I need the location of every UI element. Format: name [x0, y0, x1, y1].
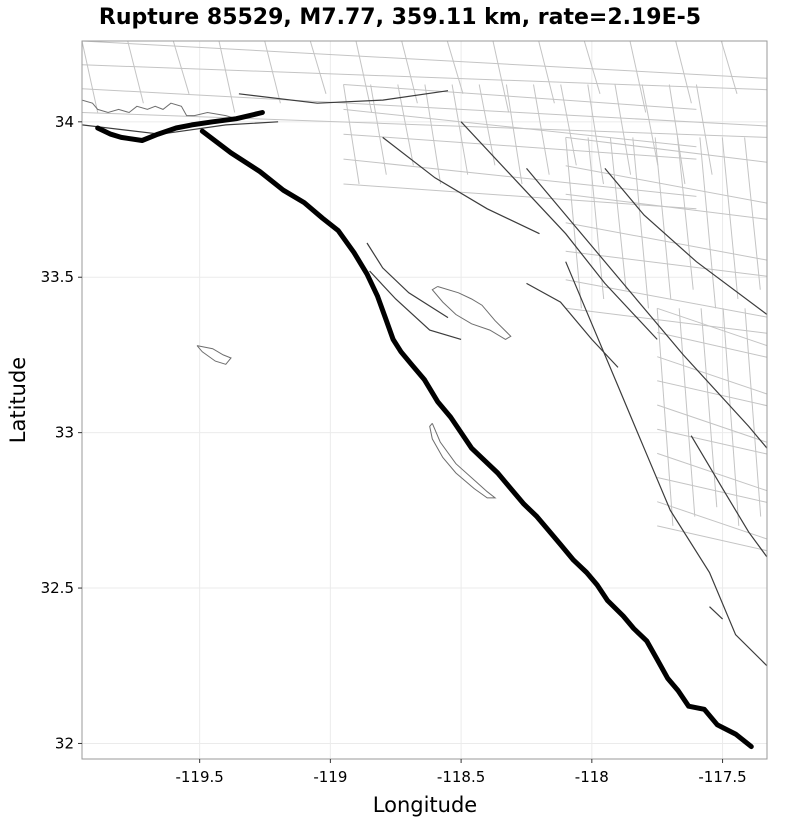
fault-section-line — [343, 183, 697, 210]
fault-section-line — [744, 137, 761, 290]
fault-trace-line — [238, 90, 449, 104]
fault-section-line — [565, 136, 767, 163]
fault-section-line — [629, 41, 647, 113]
fault-section-line — [695, 84, 713, 175]
y-tick-label: 32.5 — [41, 579, 74, 597]
fault-section-line — [587, 84, 604, 185]
rupture-offshore-southern-segment — [199, 128, 754, 750]
san-clemente-island — [429, 422, 497, 499]
x-tick-label: -118 — [575, 768, 609, 786]
gridlines — [82, 41, 767, 759]
x-tick-label: -117.5 — [698, 768, 746, 786]
coastline-and-islands — [82, 99, 512, 499]
x-tick-label: -118.5 — [437, 768, 485, 786]
fault-section-line — [505, 84, 523, 185]
fault-trace-line — [604, 168, 767, 315]
fault-section-line — [632, 137, 649, 309]
fault-section-line — [657, 332, 767, 358]
fault-section-line — [641, 84, 659, 166]
fault-section-line — [675, 41, 692, 104]
fault-trace-line — [690, 435, 767, 558]
fault-section-line — [560, 84, 577, 166]
fault-trace-line — [460, 121, 658, 340]
x-tick-label: -119.5 — [175, 768, 223, 786]
fault-section-line — [614, 84, 632, 175]
fault-section-line — [744, 308, 762, 517]
fault-section-line — [565, 193, 767, 220]
fault-section-line — [657, 307, 767, 347]
fault-section-line — [343, 108, 697, 148]
fault-section-line — [401, 41, 418, 104]
fault-trace-line — [526, 282, 619, 368]
fault-section-grid — [82, 41, 767, 552]
fault-section-line — [565, 307, 767, 334]
fault-section-line — [82, 112, 767, 138]
fault-section-line — [565, 222, 767, 261]
fault-section-line — [657, 356, 767, 395]
fault-section-line — [343, 84, 697, 110]
fault-section-line — [722, 308, 740, 526]
y-tick-label: 33 — [55, 424, 74, 442]
fault-section-line — [492, 41, 510, 113]
map-title: Rupture 85529, M7.77, 359.11 km, rate=2.… — [99, 5, 701, 30]
x-axis-ticks: -119.5 -119 -118.5 -118 -117.5 — [175, 759, 747, 786]
y-tick-label: 34 — [55, 113, 74, 131]
fault-section-line — [82, 41, 99, 113]
fault-trace-line — [369, 270, 462, 340]
fault-trace-line — [382, 136, 540, 235]
panel-frame — [81, 40, 768, 760]
channel-island — [196, 345, 232, 365]
rupture-northern-coastal-segment — [95, 110, 265, 143]
fault-trace-line — [565, 261, 767, 667]
y-axis-ticks: 32 32.5 33 33.5 34 — [41, 113, 82, 752]
fault-section-line — [370, 84, 387, 175]
fault-section-line — [343, 133, 697, 160]
rupture-trace — [95, 110, 754, 750]
fault-section-line — [668, 84, 686, 185]
fault-section-line — [127, 41, 144, 104]
fault-traces — [82, 90, 767, 667]
fault-section-line — [609, 137, 627, 290]
fault-section-line — [565, 279, 767, 318]
fault-section-line — [678, 308, 696, 517]
fault-section-line — [172, 41, 190, 94]
santa-catalina-island — [431, 286, 512, 340]
fault-section-line — [656, 308, 674, 526]
fault-trace-line — [82, 121, 279, 135]
fault-section-line — [657, 404, 767, 443]
fault-section-line — [446, 41, 464, 94]
fault-section-line — [218, 41, 236, 113]
fault-section-line — [538, 41, 555, 104]
fault-section-line — [82, 88, 767, 127]
fault-section-line — [309, 41, 327, 94]
map-panel — [81, 40, 768, 760]
fault-trace-line — [526, 168, 767, 449]
fault-section-line — [424, 84, 442, 185]
fault-section-line — [657, 380, 767, 407]
fault-section-line — [82, 41, 767, 79]
fault-section-line — [657, 428, 767, 455]
fault-section-line — [587, 137, 605, 300]
y-tick-label: 33.5 — [41, 268, 74, 286]
fault-section-line — [720, 41, 738, 94]
mainland-coast — [82, 99, 237, 120]
fault-section-line — [699, 137, 717, 309]
fault-section-line — [451, 84, 469, 175]
y-tick-label: 32 — [55, 734, 74, 752]
fault-section-line — [654, 137, 672, 300]
fault-trace-line — [366, 242, 449, 319]
fault-section-line — [533, 84, 550, 175]
y-axis-label: Latitude — [6, 357, 30, 443]
fault-section-line — [677, 137, 694, 290]
fault-section-line — [657, 477, 767, 503]
fault-trace-line — [709, 606, 724, 620]
fault-section-line — [82, 64, 767, 91]
x-tick-label: -119 — [313, 768, 347, 786]
fault-section-line — [565, 165, 767, 204]
fault-section-line — [657, 525, 767, 552]
x-axis-label: Longitude — [373, 793, 477, 817]
fault-section-line — [583, 41, 601, 94]
